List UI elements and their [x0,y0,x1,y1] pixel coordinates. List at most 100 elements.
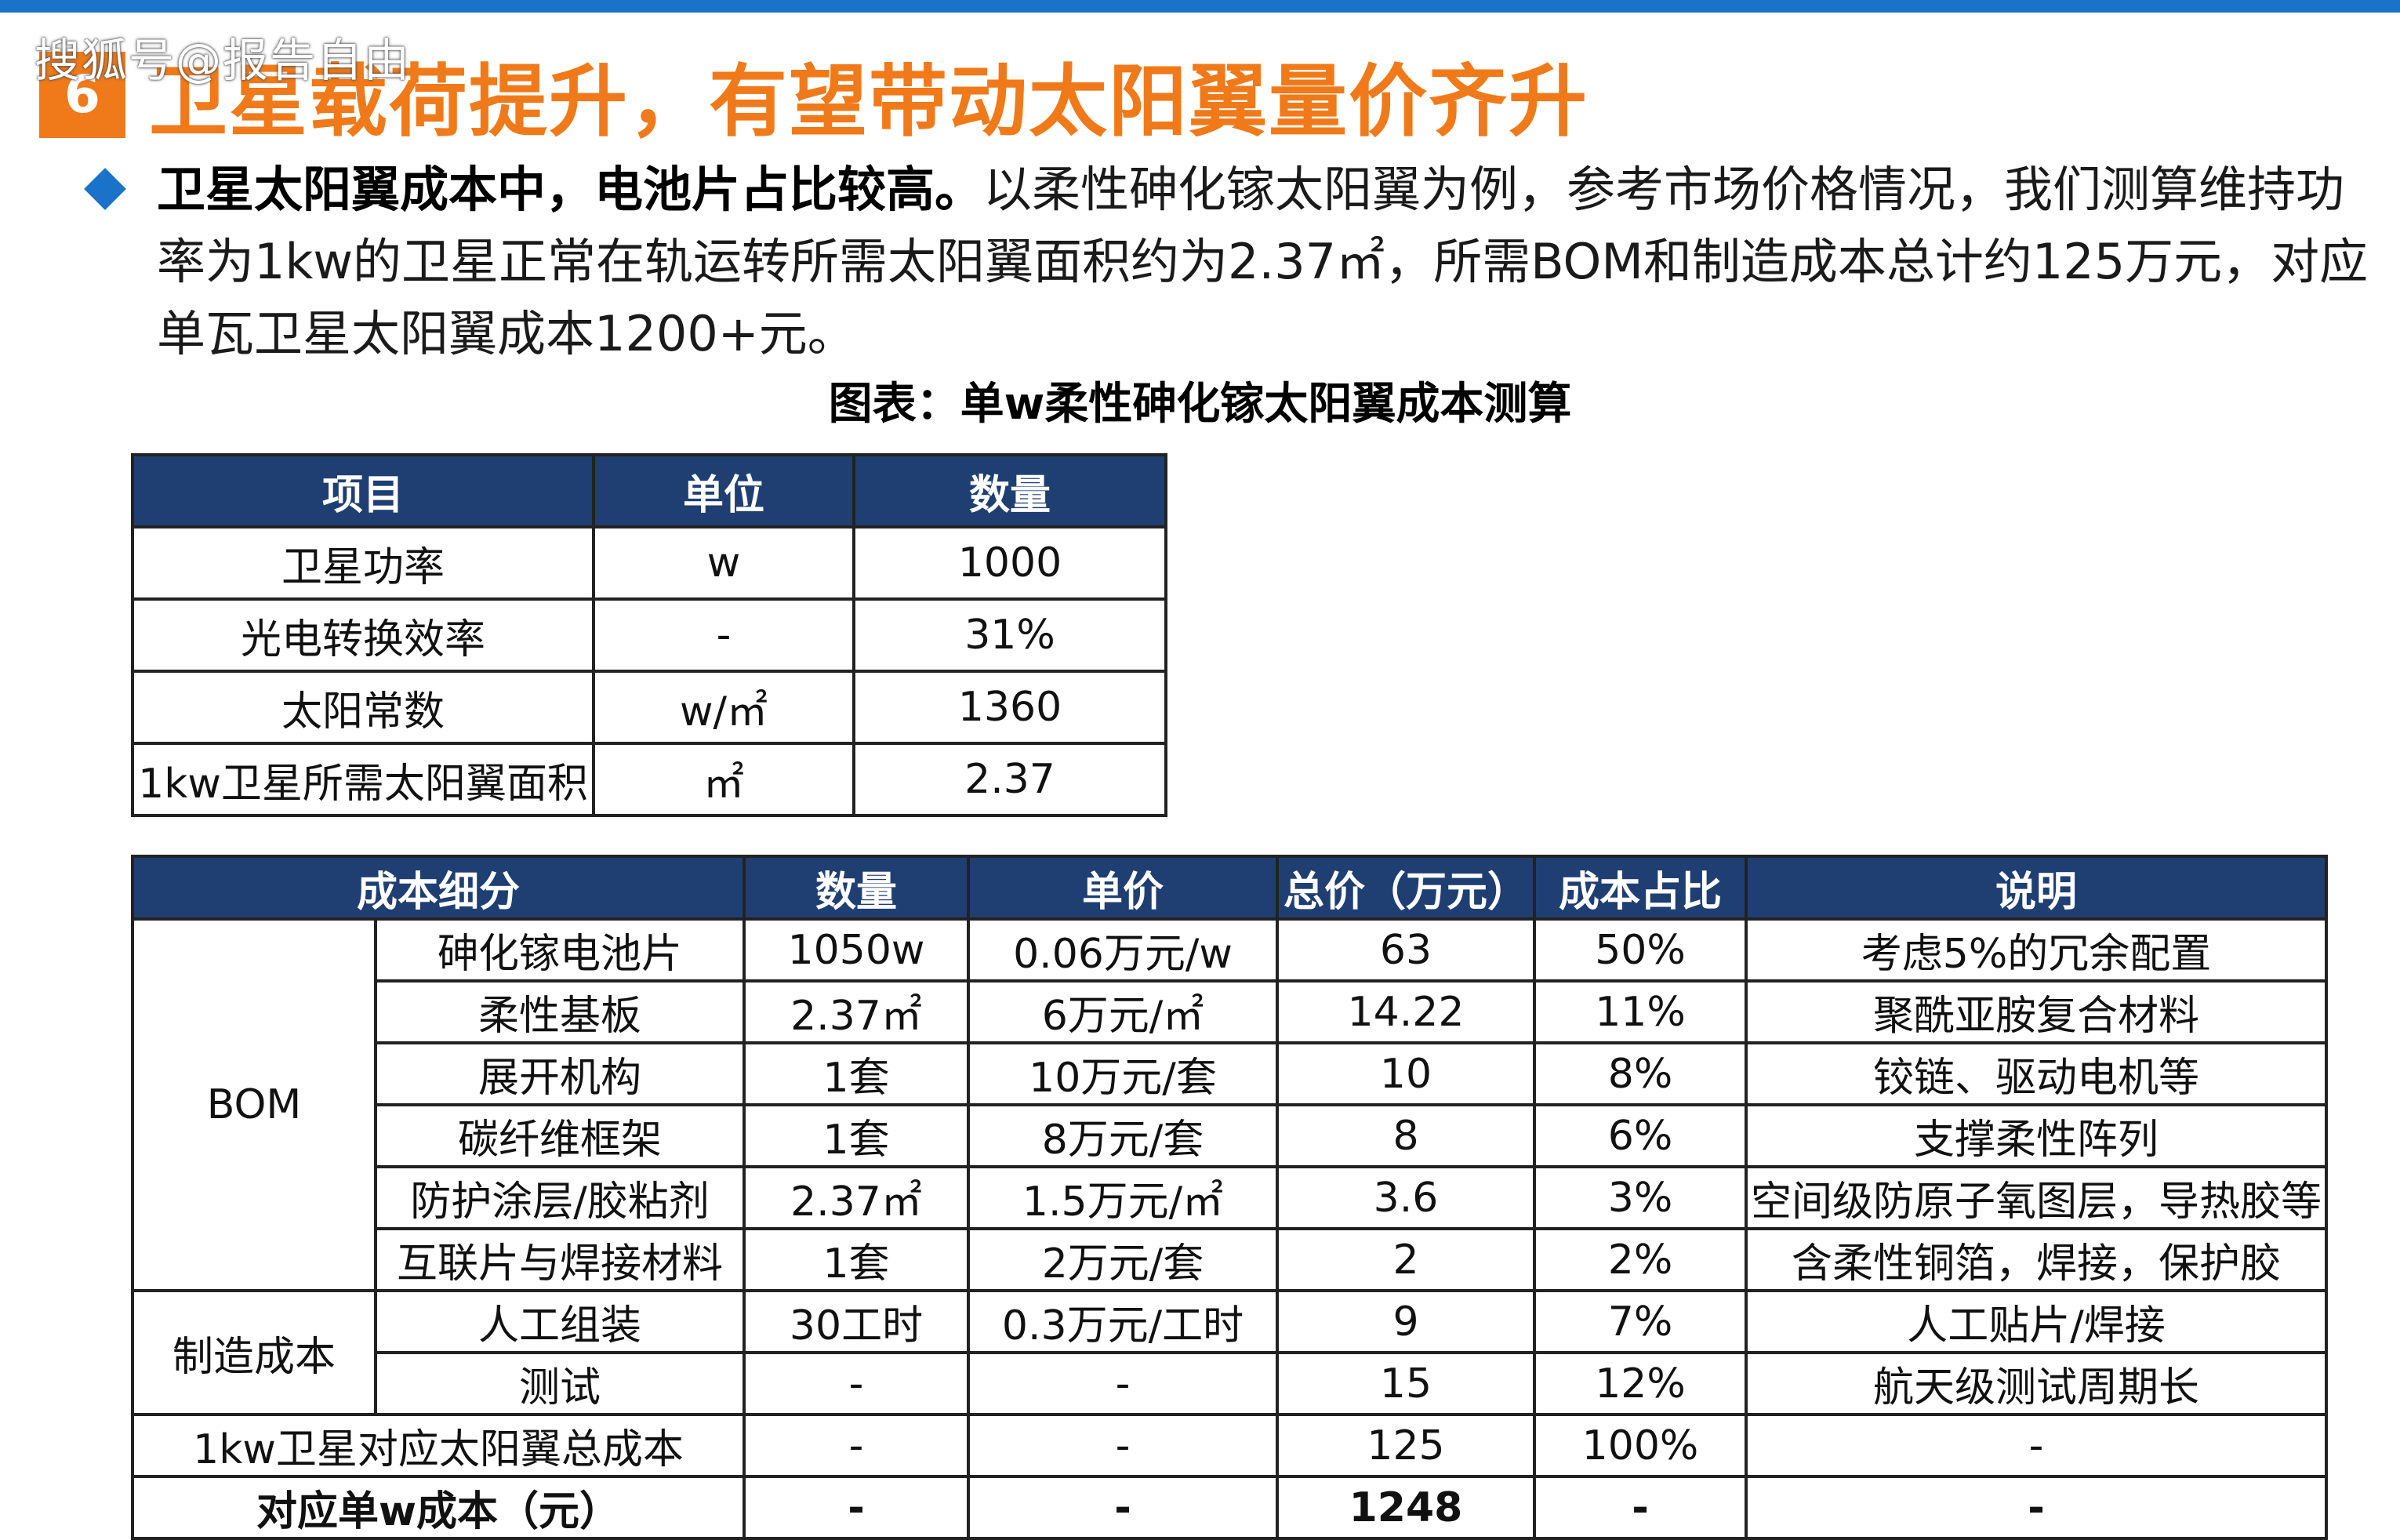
table-cell: 互联片与焊接材料 [374,1227,746,1292]
table-cell: 2 [1276,1227,1536,1292]
column-header: 数量 [743,855,970,921]
table-cell: - [967,1351,1279,1416]
table-row: 碳纤维框架 1套 8万元/套 8 6% 支撑柔性阵列 [133,1103,2328,1168]
table-cell: 11% [1533,979,1748,1044]
total-row: 1kw卫星对应太阳翼总成本 - - 125 100% - [131,1413,2328,1478]
table-row: BOM 砷化镓电池片 1050w 0.06万元/w 63 50% 考虑5%的冗余… [131,917,2328,1292]
paragraph-lead: 卫星太阳翼成本中，电池片占比较高。 [157,161,984,218]
table-cell: ㎡ [592,742,855,817]
table-row: 1kw卫星所需太阳翼面积 ㎡ 2.37 [131,742,1167,817]
table-cell: 2万元/套 [967,1227,1279,1292]
summary-paragraph: 卫星太阳翼成本中，电池片占比较高。以柔性砷化镓太阳翼为例，参考市场价格情况，我们… [157,154,2384,370]
table-cell: 铰链、驱动电机等 [1745,1041,2328,1106]
table-cell: - [592,597,855,673]
table-header-row: 成本细分 数量 单价 总价（万元） 成本占比 说明 [131,855,2328,921]
table-cell: w [592,525,855,601]
table-cell: 砷化镓电池片 [374,917,746,982]
table-cell: - [743,1351,970,1416]
table-cell: 8万元/套 [967,1103,1279,1168]
table-row: 光电转换效率 - 31% [131,597,1167,673]
table-cell: - [1745,1475,2328,1540]
figure-title: 图表：单w柔性砷化镓太阳翼成本测算 [828,379,1572,430]
table-cell: w/㎡ [592,670,855,745]
watermark: 搜狐号@报告自由 [34,34,412,87]
table-cell: 人工组装 [374,1289,746,1354]
table-cell: 12% [1533,1351,1748,1416]
table-cell: 卫星功率 [131,525,595,601]
table-row: 柔性基板 2.37㎡ 6万元/㎡ 14.22 11% 聚酰亚胺复合材料 [133,979,2328,1044]
table-cell: 8 [1276,1103,1536,1168]
table-cell: 10 [1276,1041,1536,1106]
table-row: 卫星功率 w 1000 [131,525,1167,601]
table-cell: 3% [1533,1165,1748,1230]
table-cell: 含柔性铜箔，焊接，保护胶 [1745,1227,2328,1292]
cost-breakdown-table: 成本细分 数量 单价 总价（万元） 成本占比 说明 BOM 砷化镓电池片 105… [131,855,2328,1540]
table-cell: 2.37 [852,742,1167,817]
group-label-manufacturing: 制造成本 [131,1289,377,1416]
table-cell: 0.3万元/工时 [967,1289,1279,1354]
table-cell: 125 [1276,1413,1536,1478]
column-header: 总价（万元） [1276,855,1536,921]
table-cell: - [1745,1413,2328,1478]
table-cell: 1kw卫星对应太阳翼总成本 [131,1413,746,1478]
table-cell: 聚酰亚胺复合材料 [1745,979,2328,1044]
table-row: 制造成本 人工组装 30工时 0.3万元/工时 9 7% 人工贴片/焊接 [131,1289,2328,1416]
table-cell: 1套 [743,1227,970,1292]
table-cell: 50% [1533,917,1748,982]
table-cell: 测试 [374,1351,746,1416]
column-header: 单位 [592,453,855,528]
table-cell: 9 [1276,1289,1536,1354]
table-cell: 1248 [1276,1475,1536,1540]
table-cell: 太阳常数 [131,670,595,745]
table-cell: 1套 [743,1103,970,1168]
table-cell: 2.37㎡ [743,1165,970,1230]
table-cell: - [743,1475,970,1540]
table-cell: 6万元/㎡ [967,979,1279,1044]
table-row: 互联片与焊接材料 1套 2万元/套 2 2% 含柔性铜箔，焊接，保护胶 [133,1227,2328,1292]
table-cell: 7% [1533,1289,1748,1354]
table-cell: 31% [852,597,1167,673]
table-cell: 碳纤维框架 [374,1103,746,1168]
table-cell: 对应单w成本（元） [131,1475,746,1540]
top-rule [0,0,2400,13]
table-row: 太阳常数 w/㎡ 1360 [131,670,1167,745]
table-cell: 1050w [743,917,970,982]
column-header: 项目 [131,453,595,528]
table-header-row: 项目 单位 数量 [131,453,1167,528]
table-cell: 2.37㎡ [743,979,970,1044]
table-cell: - [1533,1475,1748,1540]
paragraph-body: 以柔性砷化镓太阳翼为例，参考市场价格情况，我们测算维持功率为1kw的卫星正常在轨… [157,161,2369,362]
table-cell: 人工贴片/焊接 [1745,1289,2328,1354]
table-cell: 1.5万元/㎡ [967,1165,1279,1230]
column-header: 成本占比 [1533,855,1748,921]
table-cell: 航天级测试周期长 [1745,1351,2328,1416]
column-header: 成本细分 [131,855,746,921]
table-cell: 1套 [743,1041,970,1106]
table-cell: 100% [1533,1413,1748,1478]
table-cell: - [967,1413,1279,1478]
diamond-bullet-icon [84,168,126,210]
table-cell: 展开机构 [374,1041,746,1106]
table-cell: - [967,1475,1279,1540]
table-cell: 空间级防原子氧图层，导热胶等 [1745,1165,2328,1230]
table-cell: 10万元/套 [967,1041,1279,1106]
table-row: 测试 - - 15 12% 航天级测试周期长 [133,1351,2328,1416]
page-title: 卫星载荷提升，有望带动太阳翼量价齐升 [149,56,1589,147]
column-header: 数量 [852,453,1167,528]
table-cell: 63 [1276,917,1536,982]
table-cell: 1000 [852,525,1167,601]
table-cell: 8% [1533,1041,1748,1106]
table-cell: 14.22 [1276,979,1536,1044]
table-cell: 柔性基板 [374,979,746,1044]
group-label-bom: BOM [131,917,377,1292]
table-cell: - [743,1413,970,1478]
per-watt-cost-row: 对应单w成本（元） - - 1248 - - [131,1475,2328,1540]
table-cell: 3.6 [1276,1165,1536,1230]
table-row: 展开机构 1套 10万元/套 10 8% 铰链、驱动电机等 [133,1041,2328,1106]
column-header: 说明 [1745,855,2328,921]
table-row: 防护涂层/胶粘剂 2.37㎡ 1.5万元/㎡ 3.6 3% 空间级防原子氧图层，… [133,1165,2328,1230]
section-title-bar: 6 卫星载荷提升，有望带动太阳翼量价齐升 [39,38,1589,151]
table-cell: 6% [1533,1103,1748,1168]
table-cell: 15 [1276,1351,1536,1416]
table-cell: 考虑5%的冗余配置 [1745,917,2328,982]
